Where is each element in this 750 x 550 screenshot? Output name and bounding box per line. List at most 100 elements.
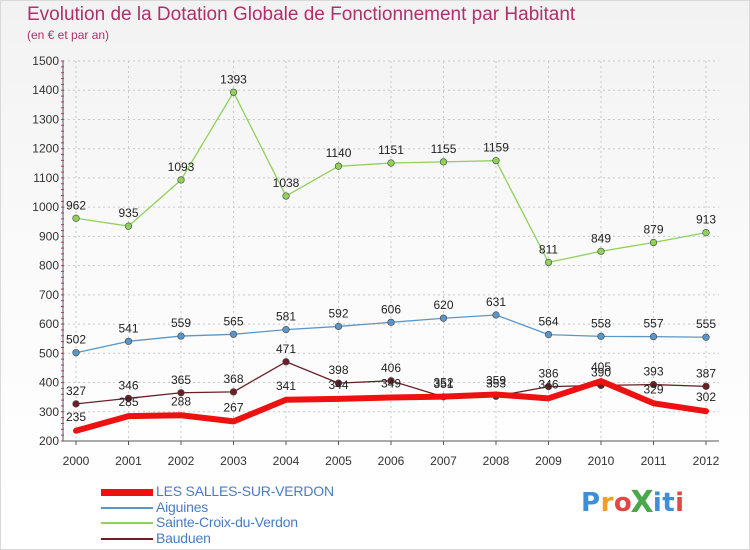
data-point-sainte-croix-du-verdon [229, 88, 238, 96]
data-point-bauduen [544, 383, 553, 391]
logo-letter: t [662, 488, 676, 518]
data-label-sainte-croix-du-verdon: 1155 [431, 142, 457, 156]
y-tick-label: 1500 [32, 54, 59, 68]
legend-label-aiguines: Aiguines [156, 498, 209, 515]
data-point-aiguines [649, 333, 658, 341]
data-label-sainte-croix-du-verdon: 879 [643, 223, 663, 237]
x-tick-label: 2007 [430, 454, 457, 468]
y-tick-label: 900 [39, 229, 59, 243]
data-label-aiguines: 558 [591, 316, 611, 330]
data-label-les-salles-sur-verdon: 302 [696, 390, 716, 404]
y-tick-label: 700 [39, 288, 59, 302]
logo-letter: X [630, 485, 655, 521]
legend-swatch-aiguines [101, 506, 153, 509]
data-label-aiguines: 631 [486, 295, 506, 309]
x-tick-label: 2008 [483, 454, 510, 468]
data-point-sainte-croix-du-verdon [177, 176, 185, 184]
data-label-bauduen: 387 [696, 366, 716, 380]
legend-label-salles: LES SALLES-SUR-VERDON [156, 483, 334, 499]
data-label-sainte-croix-du-verdon: 1393 [220, 72, 247, 86]
data-label-sainte-croix-du-verdon: 935 [118, 206, 138, 220]
data-label-bauduen: 398 [328, 363, 348, 377]
data-point-aiguines [544, 331, 553, 339]
y-tick-label: 1000 [32, 200, 59, 214]
data-point-sainte-croix-du-verdon [439, 158, 448, 166]
data-label-les-salles-sur-verdon: 288 [171, 394, 191, 408]
data-point-sainte-croix-du-verdon [492, 157, 500, 165]
logo-letter: P [581, 488, 601, 518]
data-label-les-salles-sur-verdon: 285 [118, 395, 138, 409]
data-label-aiguines: 564 [538, 315, 558, 329]
data-label-bauduen: 353 [486, 376, 506, 390]
series-line-les-salles-sur-verdon [73, 378, 709, 434]
data-label-les-salles-sur-verdon: 352 [433, 376, 453, 390]
data-label-bauduen: 393 [643, 365, 663, 379]
data-point-aiguines [334, 322, 343, 331]
legend-swatch-salles [101, 489, 153, 496]
data-label-les-salles-sur-verdon: 349 [381, 376, 401, 390]
data-label-les-salles-sur-verdon: 341 [276, 379, 296, 393]
data-point-aiguines [282, 326, 290, 334]
data-point-bauduen [334, 379, 343, 387]
data-label-les-salles-sur-verdon: 359 [486, 374, 506, 388]
series-lines [72, 88, 710, 434]
data-label-bauduen: 406 [381, 361, 401, 375]
data-point-bauduen [124, 394, 133, 402]
data-label-aiguines: 502 [66, 333, 86, 347]
data-label-aiguines: 557 [643, 317, 663, 331]
data-label-les-salles-sur-verdon: 267 [223, 400, 243, 414]
data-point-sainte-croix-du-verdon [387, 159, 395, 167]
y-tick-label: 200 [39, 434, 59, 448]
data-point-aiguines [229, 330, 238, 338]
data-point-sainte-croix-du-verdon [649, 238, 658, 247]
data-point-sainte-croix-du-verdon [124, 222, 133, 230]
data-label-bauduen: 471 [276, 342, 296, 356]
data-label-sainte-croix-du-verdon: 1159 [483, 141, 509, 155]
data-point-sainte-croix-du-verdon [282, 192, 290, 200]
y-tick-label: 400 [39, 376, 59, 390]
data-point-bauduen [229, 388, 238, 396]
data-label-bauduen: 365 [171, 373, 191, 387]
x-tick-label: 2010 [588, 454, 615, 468]
data-labels: 327 346 365 368 471 398 406 351 353 386 390 393 387 5… [66, 72, 716, 423]
y-tick-label: 1200 [32, 142, 59, 156]
x-tick-label: 2001 [115, 454, 142, 468]
data-label-sainte-croix-du-verdon: 1093 [168, 160, 195, 174]
data-point-bauduen [649, 380, 658, 389]
data-label-aiguines: 606 [381, 302, 401, 316]
y-tick-label: 1300 [32, 112, 59, 126]
chart-title: Evolution de la Dotation Globale de Fonc… [27, 4, 576, 25]
data-label-sainte-croix-du-verdon: 811 [539, 242, 558, 256]
y-tick-label: 300 [39, 405, 59, 419]
data-point-bauduen [72, 400, 80, 408]
data-label-bauduen: 327 [66, 384, 86, 398]
data-label-sainte-croix-du-verdon: 1140 [326, 146, 352, 160]
data-label-les-salles-sur-verdon: 405 [591, 360, 611, 374]
x-tick-label: 2002 [168, 454, 195, 468]
x-tick-label: 2011 [641, 454, 667, 468]
x-tick-label: 2005 [325, 454, 352, 468]
data-label-sainte-croix-du-verdon: 962 [66, 198, 86, 212]
data-label-les-salles-sur-verdon: 329 [643, 382, 663, 396]
data-point-bauduen [702, 382, 710, 390]
data-point-sainte-croix-du-verdon [702, 228, 710, 237]
data-point-aiguines [492, 311, 500, 319]
y-tick-label: 600 [39, 317, 59, 331]
data-label-aiguines: 559 [171, 316, 191, 330]
data-label-les-salles-sur-verdon: 344 [328, 378, 348, 392]
x-tick-label: 2000 [63, 454, 90, 468]
data-label-les-salles-sur-verdon: 235 [66, 410, 86, 424]
y-tick-label: 500 [39, 346, 59, 360]
legend-label-bauduen: Bauduen [156, 529, 211, 546]
data-label-aiguines: 565 [223, 314, 243, 328]
x-tick-label: 2006 [378, 454, 405, 468]
x-tick-label: 2004 [273, 454, 300, 468]
data-label-aiguines: 620 [433, 298, 453, 312]
data-label-sainte-croix-du-verdon: 913 [696, 213, 716, 227]
y-tick-label: 1400 [32, 83, 59, 97]
chart-subtitle: (en € et par an) [27, 28, 110, 42]
logo-letter: i [652, 488, 663, 518]
data-point-sainte-croix-du-verdon [334, 162, 343, 170]
data-point-bauduen [282, 358, 290, 366]
